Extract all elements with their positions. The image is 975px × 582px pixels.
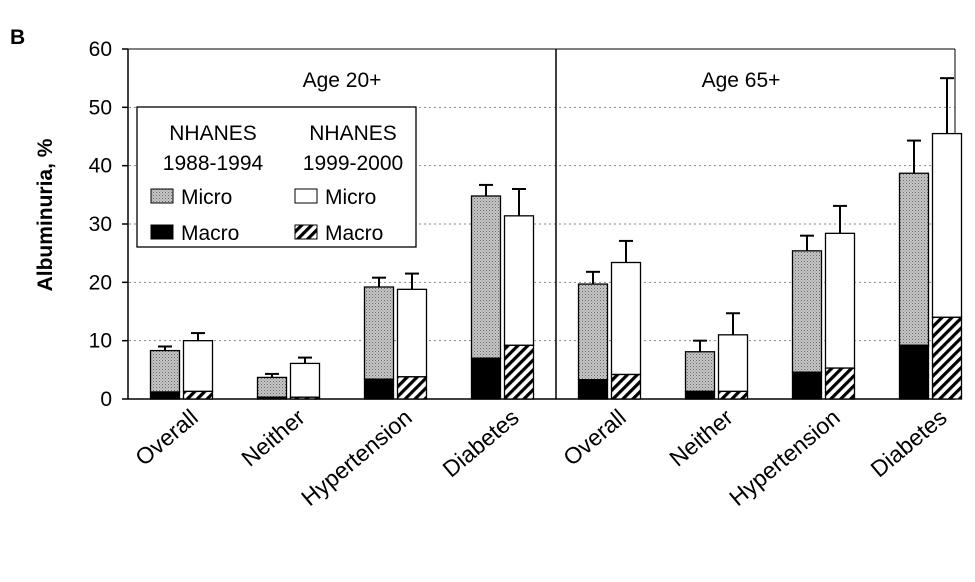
bar-macro-p0-overall-1988 [149,391,181,400]
x-label-p1-neither: Neither [664,404,738,472]
x-label-p0-hypertension: Hypertension [296,404,417,511]
bar-macro-p0-diabetes-1988 [470,357,502,400]
bar-macro-p1-diabetes-1988 [898,344,930,400]
bar-micro-p1-hypertension-1999 [824,232,856,369]
bar-micro-p0-neither-1988 [256,376,288,398]
legend-swatch-micro-1988 [150,188,174,204]
y-tick-label-20: 20 [89,271,112,294]
legend-swatch-macro-1988 [150,224,174,240]
bar-micro-p0-overall-1988 [149,349,181,393]
bar-macro-p1-neither-1988 [684,390,716,400]
bar-micro-p1-diabetes-1999 [931,132,963,318]
bar-macro-p1-hypertension-1999 [824,367,856,400]
panel-title-age-65: Age 65+ [702,69,781,92]
bar-macro-p0-overall-1999 [182,390,214,400]
bar-micro-p1-neither-1988 [684,351,716,393]
x-label-p0-diabetes: Diabetes [437,404,523,482]
bar-micro-p0-diabetes-1988 [470,195,502,359]
x-label-p1-hypertension: Hypertension [724,404,845,511]
bar-macro-p0-diabetes-1999 [503,344,535,400]
x-label-p1-diabetes: Diabetes [865,404,951,482]
bar-macro-p1-overall-1988 [577,379,609,400]
legend-swatch-micro-1999 [294,188,318,204]
bar-macro-p1-overall-1999 [610,373,642,400]
bar-macro-p0-neither-1988 [256,396,288,400]
bar-macro-p1-neither-1999 [717,390,749,400]
x-label-p0-neither: Neither [236,404,310,472]
legend: NHANES 1988-1994 NHANES 1999-2000 Micro … [136,106,417,248]
y-tick-label-0: 0 [100,388,112,411]
y-ticks: 0 10 20 30 40 50 60 [89,38,128,411]
legend-header-1-line1: NHANES [169,122,257,145]
y-tick-label-40: 40 [89,155,112,178]
bar-micro-p0-hypertension-1988 [363,286,395,380]
bar-macro-p0-neither-1999 [289,396,321,400]
legend-label-macro-1999: Macro [325,222,383,245]
y-tick-label-30: 30 [89,213,112,236]
bar-micro-p1-diabetes-1988 [898,172,930,346]
y-tick-label-10: 10 [89,330,112,353]
y-tick-label-60: 60 [89,38,112,61]
bar-micro-p0-overall-1999 [182,340,214,393]
bar-macro-p1-diabetes-1999 [931,316,963,400]
bar-micro-p0-neither-1999 [289,362,321,398]
legend-label-micro-1999: Micro [325,186,376,209]
legend-label-micro-1988: Micro [181,186,232,209]
legend-header-1-line2: 1988-1994 [163,152,264,175]
bar-macro-p0-hypertension-1988 [363,378,395,400]
y-axis-label: Albuminuria, % [34,138,57,291]
legend-swatch-macro-1999 [294,224,318,240]
panel-title-age-20: Age 20+ [303,69,382,92]
y-tick-label-50: 50 [89,96,112,119]
legend-label-macro-1988: Macro [181,222,239,245]
bar-micro-p1-overall-1999 [610,261,642,376]
bar-micro-p1-neither-1999 [717,334,749,393]
bar-macro-p0-hypertension-1999 [396,376,428,400]
bar-micro-p1-overall-1988 [577,283,609,381]
bar-macro-p1-hypertension-1988 [791,371,823,400]
x-label-p1-overall: Overall [558,404,631,471]
bars [149,77,963,400]
bar-micro-p0-diabetes-1999 [503,215,535,346]
legend-box [136,106,417,248]
x-label-p0-overall: Overall [130,404,203,471]
bar-micro-p1-hypertension-1988 [791,250,823,373]
bar-micro-p0-hypertension-1999 [396,288,428,378]
legend-header-2-line1: NHANES [309,122,397,145]
panel-label: B [10,26,25,49]
legend-header-2-line2: 1999-2000 [303,152,403,175]
